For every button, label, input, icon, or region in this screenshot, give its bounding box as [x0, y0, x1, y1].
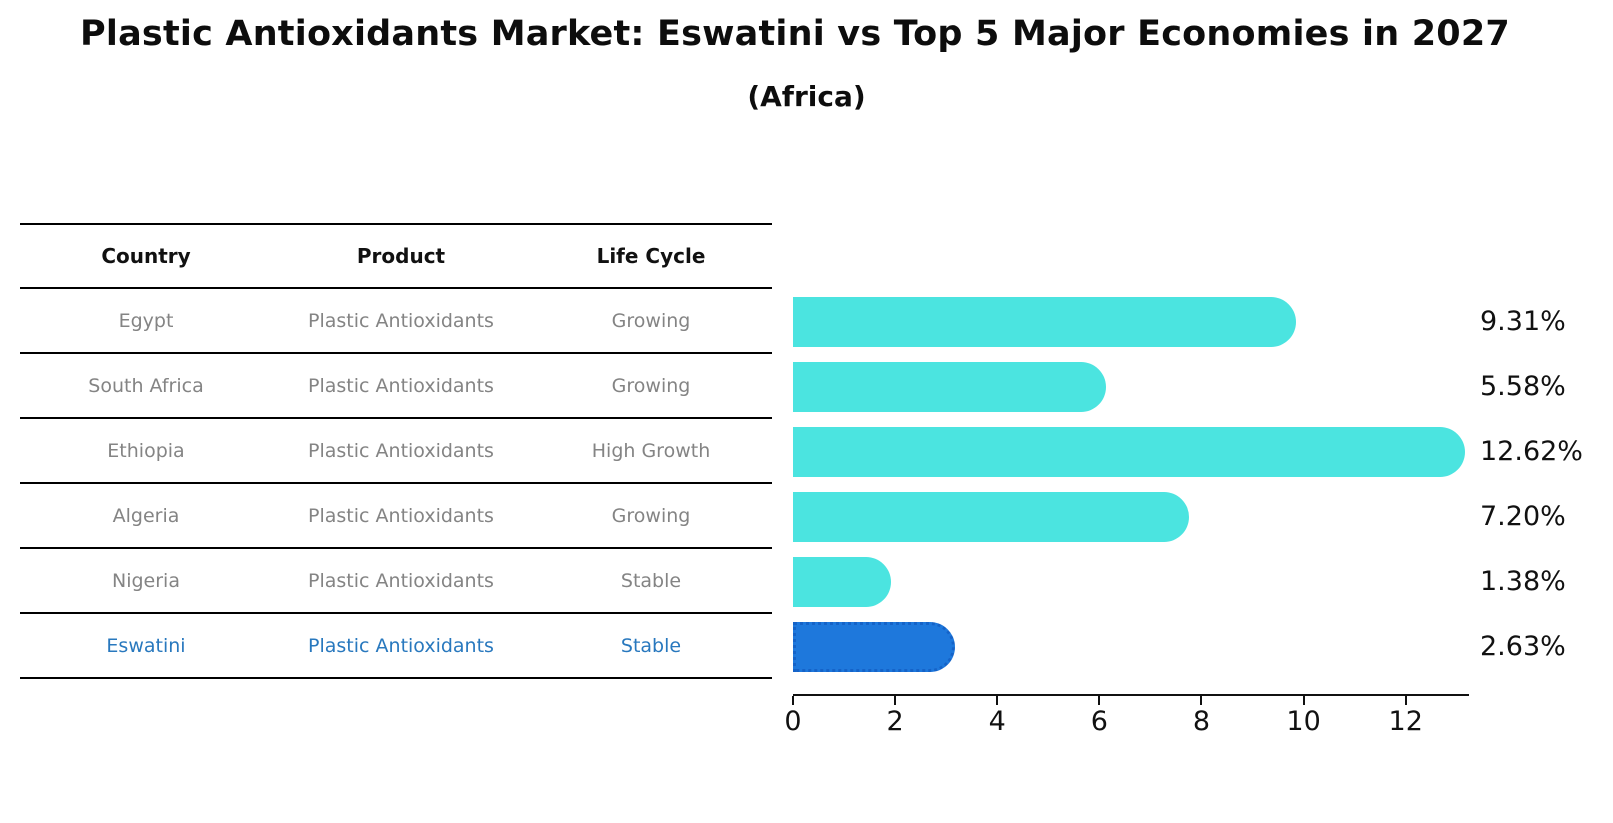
x-tick-mark	[792, 696, 794, 705]
bar-row	[793, 419, 1467, 484]
lifecycle-cell: Growing	[611, 374, 691, 397]
value-label-ethiopia: 12.62%	[1480, 435, 1583, 467]
table-row-algeria: Algeria Plastic Antioxidants Growing	[20, 484, 772, 549]
country-cell: South Africa	[88, 374, 204, 397]
x-tick-label: 2	[886, 706, 904, 737]
bar-eswatini	[793, 621, 956, 672]
table-body: Egypt Plastic Antioxidants Growing South Af…	[20, 289, 772, 679]
table-row-ethiopia: Ethiopia Plastic Antioxidants High Growth	[20, 419, 772, 484]
x-tick-label: 8	[1192, 706, 1211, 737]
table-row-south-africa: South Africa Plastic Antioxidants Growing	[20, 354, 772, 419]
product-cell: Plastic Antioxidants	[308, 374, 494, 397]
country-cell: Nigeria	[112, 569, 180, 592]
x-tick-label: 4	[988, 706, 1006, 737]
country-cell: Eswatini	[106, 634, 186, 657]
chart-title: Plastic Antioxidants Market: Eswatini vs…	[80, 14, 1510, 54]
x-tick-mark	[1404, 696, 1407, 705]
bar-chart-area	[793, 289, 1467, 679]
product-cell: Plastic Antioxidants	[308, 439, 494, 462]
x-tick-label: 6	[1090, 706, 1108, 737]
bar-row	[793, 484, 1467, 549]
x-tick-mark	[1200, 696, 1203, 705]
x-tick-label: 10	[1286, 706, 1321, 737]
value-label-south-africa: 5.58%	[1480, 370, 1566, 402]
x-axis-line	[793, 694, 1469, 696]
bar-nigeria	[793, 556, 892, 607]
value-label-eswatini: 2.63%	[1480, 630, 1566, 662]
bar-row	[793, 289, 1467, 354]
country-cell: Algeria	[112, 504, 180, 527]
bar-egypt	[793, 296, 1297, 347]
bar-south-africa	[793, 361, 1106, 412]
lifecycle-cell: Growing	[611, 504, 691, 527]
bar-algeria	[793, 491, 1189, 542]
x-tick-mark	[1098, 696, 1101, 705]
product-cell: Plastic Antioxidants	[308, 569, 494, 592]
column-header-country: Country	[101, 244, 191, 268]
value-label-algeria: 7.20%	[1480, 500, 1566, 532]
column-header-lifecycle: Life Cycle	[596, 244, 706, 268]
country-cell: Ethiopia	[107, 439, 185, 462]
x-tick-label: 0	[784, 706, 802, 737]
table-row-nigeria: Nigeria Plastic Antioxidants Stable	[20, 549, 772, 614]
bar-ethiopia	[793, 426, 1466, 477]
value-label-nigeria: 1.38%	[1480, 565, 1566, 597]
x-tick-label: 12	[1388, 706, 1423, 737]
lifecycle-cell: Growing	[611, 309, 691, 332]
chart-subtitle: (Africa)	[747, 80, 866, 113]
product-cell: Plastic Antioxidants	[308, 634, 494, 657]
bar-row	[793, 614, 1467, 679]
x-tick-mark	[996, 696, 999, 705]
product-cell: Plastic Antioxidants	[308, 504, 494, 527]
table-row-eswatini: Eswatini Plastic Antioxidants Stable	[20, 614, 772, 679]
product-cell: Plastic Antioxidants	[308, 309, 494, 332]
table-header-row: Country Product Life Cycle	[20, 223, 772, 289]
lifecycle-cell: Stable	[620, 634, 682, 657]
country-cell: Egypt	[118, 309, 174, 332]
bar-row	[793, 354, 1467, 419]
x-tick-mark	[894, 696, 897, 705]
value-label-egypt: 9.31%	[1480, 305, 1566, 337]
lifecycle-cell: Stable	[620, 569, 682, 592]
lifecycle-cell: High Growth	[591, 439, 711, 462]
country-table: Country Product Life Cycle Egypt Plastic …	[20, 223, 772, 679]
table-row-egypt: Egypt Plastic Antioxidants Growing	[20, 289, 772, 354]
x-tick-mark	[1302, 696, 1305, 705]
column-header-product: Product	[356, 244, 446, 268]
bar-row	[793, 549, 1467, 614]
